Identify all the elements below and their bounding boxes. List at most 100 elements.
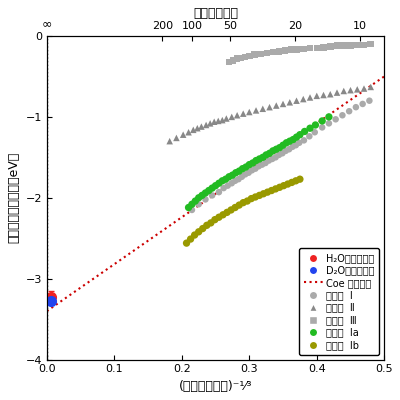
Point (209, 185, 215, 191)
Point (368, 41, 374, 47)
Point (173, 135, 180, 141)
Point (280, 182, 287, 189)
Point (259, 162, 265, 168)
Point (246, 53, 252, 60)
Point (334, 42, 340, 49)
Point (196, 195, 202, 201)
Point (187, 236, 194, 242)
Y-axis label: 安定化エネルギー（eV）: 安定化エネルギー（eV） (7, 152, 20, 244)
Point (258, 50, 264, 57)
Point (339, 112, 346, 118)
Point (288, 46, 294, 53)
Point (166, 138, 173, 144)
Point (347, 87, 354, 93)
Point (289, 179, 295, 186)
Point (266, 150, 273, 156)
Point (246, 170, 252, 176)
Point (366, 98, 372, 104)
Point (260, 190, 267, 197)
Point (249, 167, 255, 174)
Point (307, 94, 313, 101)
Point (212, 182, 219, 189)
Point (360, 101, 366, 107)
Point (319, 124, 325, 131)
Point (276, 152, 282, 158)
Point (283, 140, 290, 146)
Point (361, 42, 367, 48)
Point (327, 91, 334, 98)
Point (183, 240, 190, 246)
Point (290, 136, 296, 143)
Point (270, 49, 276, 55)
Point (326, 114, 332, 120)
Point (215, 118, 222, 124)
Point (203, 122, 209, 128)
Point (202, 190, 209, 196)
Point (297, 176, 303, 182)
Point (234, 112, 240, 118)
Point (190, 127, 196, 133)
Point (286, 146, 292, 152)
Point (279, 150, 286, 156)
Point (236, 168, 242, 174)
Point (235, 176, 242, 182)
Point (185, 129, 192, 136)
Point (264, 189, 271, 195)
Point (238, 55, 244, 61)
Point (246, 109, 252, 115)
Point (230, 57, 236, 64)
Point (314, 45, 320, 51)
Point (256, 163, 262, 170)
Point (196, 228, 202, 235)
Point (282, 148, 289, 154)
Point (312, 122, 319, 128)
Point (202, 196, 209, 203)
Point (209, 192, 215, 198)
Point (240, 110, 246, 117)
Point (256, 192, 263, 198)
Point (297, 132, 303, 138)
Point (208, 220, 214, 226)
Point (276, 184, 283, 190)
Point (268, 187, 275, 194)
Point (347, 42, 354, 49)
Point (307, 125, 313, 132)
Point (284, 181, 291, 187)
Point (282, 47, 288, 54)
Point (270, 148, 276, 154)
Point (314, 93, 320, 99)
Point (216, 180, 222, 186)
Point (266, 157, 272, 164)
Point (198, 123, 204, 130)
Point (312, 129, 318, 136)
Point (306, 133, 312, 140)
Point (301, 137, 307, 144)
Point (286, 99, 293, 106)
Point (273, 146, 280, 152)
Point (326, 120, 332, 126)
Point (368, 84, 374, 90)
Point (300, 96, 306, 102)
Point (180, 132, 186, 138)
Point (228, 114, 235, 120)
Point (252, 194, 258, 200)
Point (354, 86, 360, 92)
Text: ∞: ∞ (42, 18, 52, 30)
Point (207, 120, 213, 126)
Point (253, 107, 259, 114)
Point (296, 140, 302, 146)
Point (332, 116, 339, 122)
Point (286, 138, 293, 144)
Point (252, 166, 258, 172)
Point (224, 209, 230, 216)
Point (319, 118, 325, 124)
Point (189, 201, 195, 208)
Point (222, 176, 229, 182)
Point (320, 44, 327, 50)
X-axis label: (水分子の個数)⁻¹⁄³: (水分子の個数)⁻¹⁄³ (179, 380, 252, 393)
Point (269, 156, 276, 162)
Point (200, 225, 206, 232)
Point (234, 56, 240, 62)
Point (280, 142, 286, 148)
Point (232, 170, 239, 176)
